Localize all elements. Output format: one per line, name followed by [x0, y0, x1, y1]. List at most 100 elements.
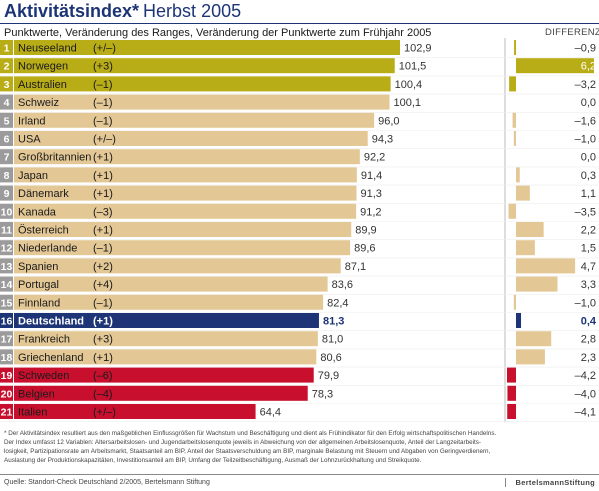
diff-bar [509, 76, 516, 92]
value-label: 64,4 [260, 407, 281, 419]
diff-label: 6,2 [581, 61, 596, 73]
country-label: Österreich [18, 225, 69, 237]
rank-change-label: (+/–) [93, 407, 116, 419]
rank-change-label: (–1) [93, 243, 113, 255]
value-bar [14, 185, 357, 201]
rank-box [0, 167, 13, 183]
rank-box [0, 313, 13, 328]
diff-label: –3,5 [575, 206, 596, 218]
rank-label: 21 [1, 407, 13, 419]
diff-bar [516, 185, 530, 201]
diff-bar [507, 404, 516, 419]
chart-subtitle: Punktwerte, Veränderung des Ranges, Verä… [4, 27, 432, 39]
rank-box [0, 294, 13, 310]
rank-box [0, 203, 13, 219]
rank-label: 16 [1, 316, 13, 328]
rank-box [0, 149, 13, 165]
chart-title-sub: Herbst 2005 [143, 1, 242, 21]
value-label: 94,3 [372, 134, 393, 146]
diff-label: –4,1 [575, 407, 596, 419]
diff-bar [514, 40, 516, 55]
rank-change-label: (+1) [93, 316, 113, 328]
diff-bar [516, 167, 520, 183]
diff-label: –1,0 [575, 134, 596, 146]
rank-box [0, 185, 13, 201]
rank-label: 12 [1, 243, 13, 255]
rank-change-label: (–1) [93, 115, 113, 127]
rank-change-label: (+1) [93, 170, 113, 182]
rank-change-label: (+1) [93, 152, 113, 164]
diff-bar [516, 331, 552, 347]
value-bar [14, 203, 357, 219]
country-label: USA [18, 134, 41, 146]
rank-change-label: (–1) [93, 97, 113, 109]
diff-label: 3,3 [581, 279, 596, 291]
country-label: Niederlande [18, 243, 77, 255]
chart-title: Aktivitätsindex* Herbst 2005 [4, 0, 241, 22]
value-label: 101,5 [399, 61, 427, 73]
country-label: Schweden [18, 370, 69, 382]
rank-change-label: (+/–) [93, 134, 116, 146]
diff-label: 0,0 [581, 97, 596, 109]
value-label: 102,9 [404, 43, 432, 55]
value-label: 79,9 [318, 370, 339, 382]
rank-box [0, 40, 13, 55]
value-label: 91,4 [361, 170, 382, 182]
value-label: 89,6 [354, 243, 375, 255]
diff-bar [516, 58, 594, 74]
rank-change-label: (–1) [93, 79, 113, 91]
diff-label: –0,9 [575, 43, 596, 55]
rank-change-label: (+3) [93, 61, 113, 73]
rank-box [0, 58, 13, 74]
rank-label: 4 [4, 97, 10, 109]
rank-change-label: (+4) [93, 279, 113, 291]
diff-label: 2,8 [581, 334, 596, 346]
value-bar [14, 94, 390, 110]
value-bar [14, 404, 256, 419]
diff-bar [513, 294, 516, 310]
diff-label: 1,5 [581, 243, 596, 255]
rank-label: 20 [1, 388, 13, 400]
value-label: 96,0 [378, 115, 399, 127]
bottom-divider [0, 474, 599, 475]
rank-change-label: (+1) [93, 352, 113, 364]
diff-bar [513, 131, 516, 146]
country-label: Griechenland [18, 352, 83, 364]
rank-label: 9 [4, 188, 10, 200]
footnote-line: Der Index umfasst 12 Variablen: Altersar… [4, 439, 481, 446]
diff-bar [507, 385, 516, 401]
rank-change-label: (+3) [93, 334, 113, 346]
value-bar [14, 167, 357, 183]
diff-label: 4,7 [581, 261, 596, 273]
rank-change-label: (–3) [93, 206, 113, 218]
diff-label: 0,0 [581, 152, 596, 164]
title-divider [0, 23, 599, 24]
value-label: 81,3 [323, 316, 344, 328]
rank-label: 15 [1, 297, 13, 309]
diff-bar [516, 276, 558, 292]
diff-bar [512, 112, 516, 128]
country-label: Kanada [18, 206, 57, 218]
diff-bar [516, 222, 544, 237]
footnote-line: * Der Aktivitätsindex resultiert aus den… [4, 430, 497, 437]
value-bar [14, 240, 351, 256]
logo-separator [505, 478, 506, 487]
rank-change-label: (+/–) [93, 43, 116, 55]
rank-label: 19 [1, 370, 13, 382]
diff-label: 2,2 [581, 225, 596, 237]
country-label: Japan [18, 170, 48, 182]
rank-box [0, 112, 13, 128]
diff-label: 2,3 [581, 352, 596, 364]
value-label: 100,4 [395, 79, 423, 91]
rank-box [0, 385, 13, 401]
bertelsmann-logo: BertelsmannStiftung [515, 478, 595, 487]
value-bar [14, 367, 314, 383]
rank-box [0, 76, 13, 92]
value-bar [14, 331, 318, 347]
rank-label: 2 [4, 61, 10, 73]
rank-change-label: (–6) [93, 370, 113, 382]
rank-box [0, 276, 13, 292]
footnote-line: Auslastung der Produktionskapazitäten, I… [4, 457, 422, 464]
source-note: Quelle: Standort-Check Deutschland 2/200… [4, 479, 210, 486]
